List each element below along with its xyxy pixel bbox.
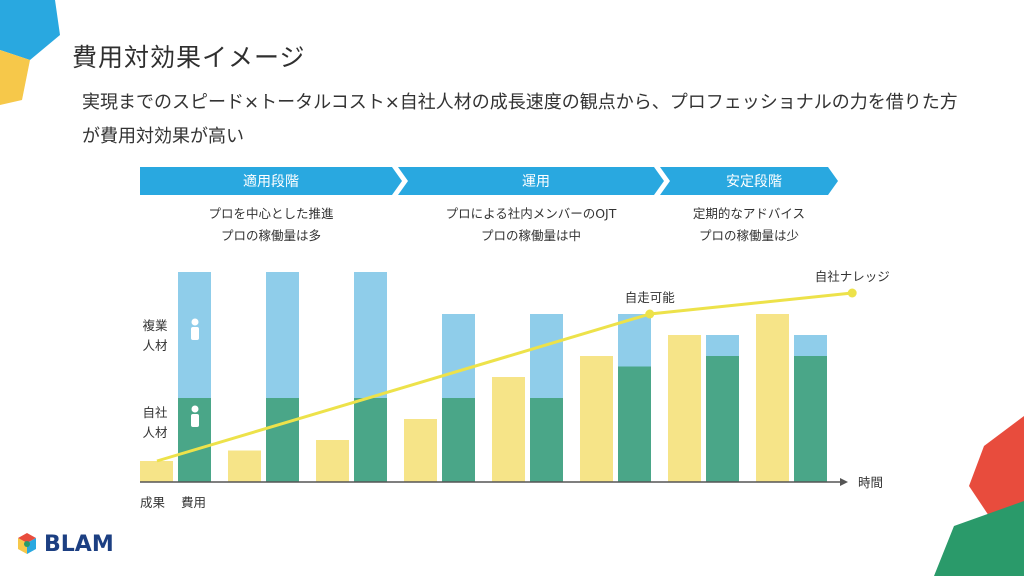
slide-title: 費用対効果イメージ [72, 43, 306, 72]
cost-bar-professional [530, 314, 563, 398]
legend-internal-line1: 自社 [142, 405, 167, 420]
phase-description-3: 定期的なアドバイス [693, 206, 805, 221]
bottom-label-outcome: 成果 [140, 495, 166, 510]
phase-arrow-3 [660, 167, 838, 195]
phase-description-2: プロによる社内メンバーのOJT [446, 206, 617, 221]
outcome-bar [580, 356, 613, 482]
cost-bar-professional [442, 314, 475, 398]
blam-logo-text: BLAM [44, 531, 114, 557]
legend-professional-line1: 複業 [142, 318, 168, 333]
person-icon-professional [191, 318, 199, 326]
phase-workload-3: プロの稼働量は少 [699, 228, 799, 243]
outcome-bar [140, 461, 173, 482]
x-axis-label: 時間 [858, 475, 883, 490]
outcome-bar [756, 314, 789, 482]
outcome-bar [404, 419, 437, 482]
person-icon-professional-body [191, 327, 199, 340]
person-icon-internal-body [191, 414, 199, 427]
trend-point-1 [645, 309, 655, 319]
x-axis-arrowhead [840, 478, 848, 486]
person-icon-internal [191, 405, 199, 413]
trend-annotation-2: 自社ナレッジ [815, 269, 890, 284]
phase-workload-1: プロの稼働量は多 [221, 228, 321, 243]
cost-bar-internal [706, 356, 739, 482]
legend-internal-line2: 人材 [142, 425, 167, 440]
phase-description-1: プロを中心とした推進 [208, 206, 334, 221]
cost-bar-professional [354, 272, 387, 398]
corner-decoration-top-left [0, 0, 60, 105]
cost-bar-internal [442, 398, 475, 482]
cost-bar-internal [794, 356, 827, 482]
cost-bar-professional [266, 272, 299, 398]
legend-professional-line2: 人材 [142, 338, 167, 353]
phase-label-1: 適用段階 [243, 173, 299, 190]
outcome-bar [668, 335, 701, 482]
cost-bar-internal [354, 398, 387, 482]
cost-bar-internal [530, 398, 563, 482]
outcome-bar [316, 440, 349, 482]
phase-arrow-2 [398, 167, 664, 195]
cost-bar-professional [794, 335, 827, 356]
trend-annotation-1: 自走可能 [625, 290, 676, 305]
bottom-label-cost: 費用 [181, 495, 206, 510]
cost-bar-professional [706, 335, 739, 356]
blam-logo-icon [18, 533, 36, 554]
phase-arrow-1 [140, 167, 402, 195]
phase-label-2: 運用 [522, 174, 550, 190]
cost-bar-internal [618, 366, 651, 482]
corner-decoration-bottom-right [934, 416, 1024, 576]
cost-bar-internal [266, 398, 299, 482]
phase-workload-2: プロの稼働量は中 [481, 228, 581, 243]
slide-subtitle: 実現までのスピード×トータルコスト×自社人材の成長速度の観点から、プロフェッショ… [82, 92, 958, 147]
outcome-bar [228, 450, 261, 482]
trend-point-2 [847, 288, 857, 298]
phase-label-3: 安定段階 [726, 174, 782, 190]
blam-logo: BLAM [14, 531, 114, 557]
outcome-bar [492, 377, 525, 482]
